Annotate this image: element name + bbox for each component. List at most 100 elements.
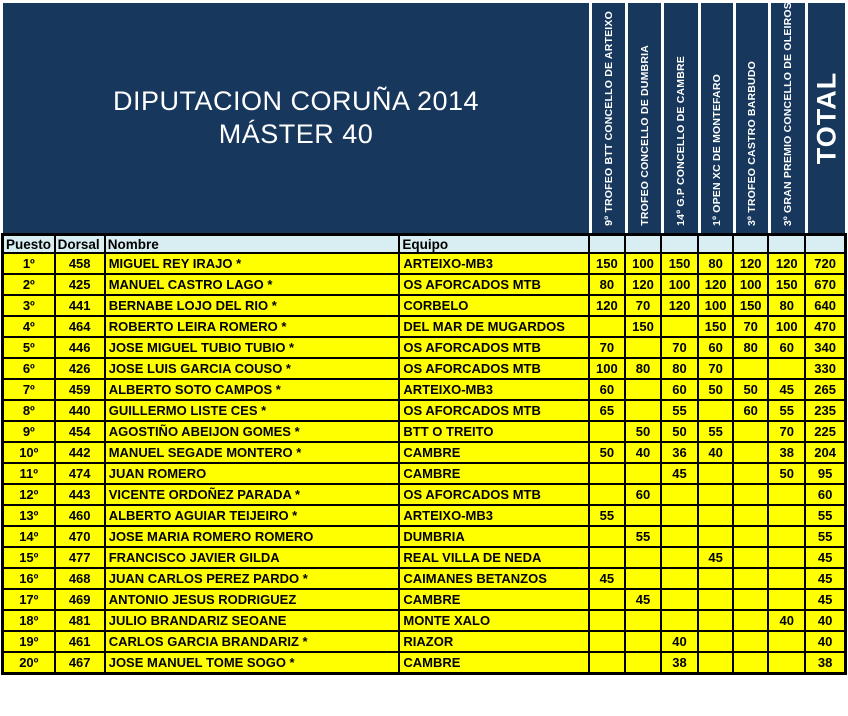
nombre-cell: JOSE MANUEL TOME SOGO * <box>103 651 401 675</box>
nombre-cell: ROBERTO LEIRA ROMERO * <box>103 315 401 338</box>
equipo-cell: CAMBRE <box>398 588 590 611</box>
score-cell-race-2: 100 <box>623 252 663 275</box>
puesto-cell: 4º <box>1 315 56 338</box>
dorsal-cell: 442 <box>53 441 106 464</box>
score-cell-race-2: 55 <box>623 525 663 548</box>
score-cell-race-4 <box>697 588 735 611</box>
puesto-cell: 18º <box>1 609 56 632</box>
score-cell-race-3: 55 <box>659 399 700 422</box>
race-column-header-3: 14º G.P CONCELLO DE CAMBRE <box>661 3 698 233</box>
equipo-cell: ARTEIXO-MB3 <box>398 504 590 527</box>
dorsal-cell: 454 <box>53 420 106 443</box>
score-cell-race-5: 60 <box>732 399 770 422</box>
score-cell-race-4: 50 <box>697 378 735 401</box>
nombre-cell: ANTONIO JESUS RODRIGUEZ <box>103 588 401 611</box>
score-cell-race-5 <box>732 420 770 443</box>
nombre-cell: FRANCISCO JAVIER GILDA <box>103 546 401 569</box>
score-cell-race-6: 70 <box>767 420 807 443</box>
score-cell-race-6 <box>767 651 807 675</box>
score-cell-race-4: 100 <box>697 294 735 317</box>
score-cell-race-6: 38 <box>767 441 807 464</box>
score-cell-race-3: 120 <box>659 294 700 317</box>
dorsal-cell: 477 <box>53 546 106 569</box>
score-cell-race-3: 50 <box>659 420 700 443</box>
total-cell: 265 <box>804 378 847 401</box>
score-cell-race-3: 40 <box>659 630 700 653</box>
score-cell-race-3: 38 <box>659 651 700 675</box>
score-cell-race-5 <box>732 357 770 380</box>
equipo-cell: CAMBRE <box>398 441 590 464</box>
dorsal-cell: 467 <box>53 651 106 675</box>
score-cell-race-1: 120 <box>587 294 626 317</box>
header-puesto: Puesto <box>1 233 56 254</box>
puesto-cell: 3º <box>1 294 56 317</box>
race-column-header-5: 3º TROFEO CASTRO BARBUDO <box>733 3 768 233</box>
score-cell-race-4 <box>697 651 735 675</box>
score-cell-race-3 <box>659 567 700 590</box>
score-cell-race-3: 45 <box>659 462 700 485</box>
score-cell-race-6: 40 <box>767 609 807 632</box>
puesto-cell: 15º <box>1 546 56 569</box>
score-cell-race-6: 50 <box>767 462 807 485</box>
score-cell-race-1 <box>587 609 626 632</box>
score-cell-race-5: 50 <box>732 378 770 401</box>
score-cell-race-5 <box>732 567 770 590</box>
score-cell-race-2: 120 <box>623 273 663 296</box>
header-race-3 <box>659 233 700 254</box>
score-cell-race-2 <box>623 651 663 675</box>
score-cell-race-5 <box>732 525 770 548</box>
puesto-cell: 9º <box>1 420 56 443</box>
equipo-cell: BTT O TREITO <box>398 420 590 443</box>
table-row: 13º 460 ALBERTO AGUIAR TEIJEIRO * ARTEIXO-M… <box>1 504 847 527</box>
score-cell-race-3 <box>659 525 700 548</box>
dorsal-cell: 458 <box>53 252 106 275</box>
equipo-cell: CORBELO <box>398 294 590 317</box>
score-cell-race-4: 60 <box>697 336 735 359</box>
nombre-cell: MANUEL CASTRO LAGO * <box>103 273 401 296</box>
table-row: 8º 440 GUILLERMO LISTE CES * OS AFORCADOS M… <box>1 399 847 422</box>
score-cell-race-2 <box>623 462 663 485</box>
total-cell: 235 <box>804 399 847 422</box>
puesto-cell: 13º <box>1 504 56 527</box>
table-row: 2º 425 MANUEL CASTRO LAGO * OS AFORCADOS MT… <box>1 273 847 296</box>
header-race-4 <box>697 233 735 254</box>
total-cell: 670 <box>804 273 847 296</box>
score-cell-race-2: 50 <box>623 420 663 443</box>
nombre-cell: JOSE MIGUEL TUBIO TUBIO * <box>103 336 401 359</box>
score-cell-race-4: 80 <box>697 252 735 275</box>
header-equipo: Equipo <box>398 233 590 254</box>
score-cell-race-4 <box>697 462 735 485</box>
score-cell-race-5 <box>732 441 770 464</box>
nombre-cell: VICENTE ORDOÑEZ PARADA * <box>103 483 401 506</box>
header-race-2 <box>623 233 663 254</box>
equipo-cell: ARTEIXO-MB3 <box>398 378 590 401</box>
score-cell-race-1: 65 <box>587 399 626 422</box>
score-cell-race-3: 80 <box>659 357 700 380</box>
header-race-5 <box>732 233 770 254</box>
score-cell-race-3: 36 <box>659 441 700 464</box>
score-cell-race-6: 80 <box>767 294 807 317</box>
score-cell-race-5 <box>732 588 770 611</box>
nombre-cell: GUILLERMO LISTE CES * <box>103 399 401 422</box>
score-cell-race-1: 50 <box>587 441 626 464</box>
score-cell-race-4 <box>697 630 735 653</box>
score-cell-race-6: 55 <box>767 399 807 422</box>
banner: DIPUTACION CORUÑA 2014 MÁSTER 40 9º TROF… <box>3 3 845 233</box>
score-cell-race-4 <box>697 525 735 548</box>
total-cell: 340 <box>804 336 847 359</box>
score-cell-race-2 <box>623 378 663 401</box>
score-cell-race-2: 80 <box>623 357 663 380</box>
table-row: 16º 468 JUAN CARLOS PEREZ PARDO * CAIMANES … <box>1 567 847 590</box>
dorsal-cell: 469 <box>53 588 106 611</box>
dorsal-cell: 426 <box>53 357 106 380</box>
score-cell-race-3 <box>659 504 700 527</box>
nombre-cell: JOSE MARIA ROMERO ROMERO <box>103 525 401 548</box>
nombre-cell: AGOSTIÑO ABEIJON GOMES * <box>103 420 401 443</box>
score-cell-race-4 <box>697 609 735 632</box>
dorsal-cell: 441 <box>53 294 106 317</box>
score-cell-race-6: 100 <box>767 315 807 338</box>
nombre-cell: JUAN CARLOS PEREZ PARDO * <box>103 567 401 590</box>
dorsal-cell: 464 <box>53 315 106 338</box>
score-cell-race-3: 100 <box>659 273 700 296</box>
score-cell-race-5 <box>732 609 770 632</box>
